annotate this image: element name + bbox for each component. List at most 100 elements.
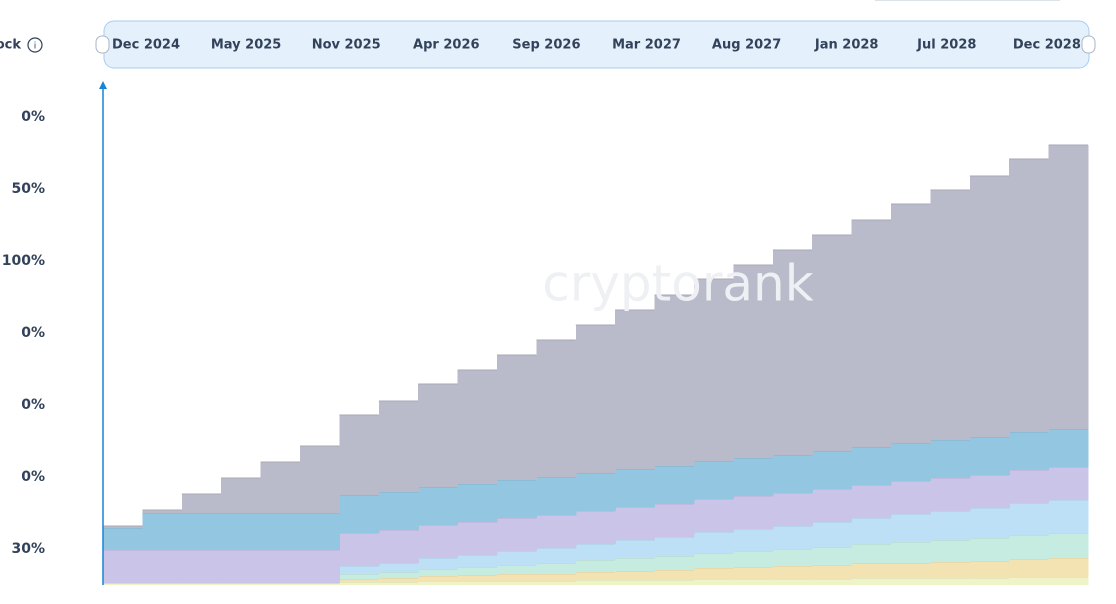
area-step — [457, 581, 498, 585]
area-step — [930, 540, 971, 562]
area-step — [181, 583, 222, 585]
area-step — [1048, 577, 1089, 585]
area-step — [378, 492, 419, 530]
area-step — [615, 540, 656, 558]
area-step — [969, 176, 1010, 437]
y-tick-label: 0% — [21, 469, 45, 485]
area-step — [457, 522, 498, 555]
area-step — [221, 550, 262, 583]
y-tick-label: 30% — [11, 541, 45, 557]
area-step — [142, 513, 183, 550]
area-step — [536, 548, 577, 563]
area-step — [536, 515, 577, 548]
area-step — [260, 550, 301, 583]
area-step — [851, 578, 892, 585]
area-step — [1048, 467, 1089, 500]
area-step — [260, 583, 301, 585]
area-step — [733, 567, 774, 579]
area-step — [851, 447, 892, 485]
area-step — [103, 526, 143, 528]
area-step — [812, 489, 853, 522]
area-step — [339, 495, 380, 533]
timeline-label: Dec 2028 — [1013, 38, 1081, 53]
area-step — [181, 550, 222, 583]
area-step — [615, 571, 656, 580]
area-step — [654, 466, 695, 504]
area-step — [221, 513, 262, 550]
area-step — [457, 484, 498, 522]
area-step — [694, 553, 734, 568]
timeline-labels: Dec 2024 May 2025 Nov 2025 Apr 2026 Sep 2026… — [112, 38, 1081, 53]
area-step — [772, 579, 813, 585]
area-step — [891, 204, 931, 443]
area-step — [497, 565, 537, 574]
area-step — [1048, 500, 1089, 533]
area-step — [260, 513, 301, 550]
area-step — [694, 579, 734, 585]
area-step — [694, 499, 734, 532]
slider-handle-left[interactable] — [95, 35, 110, 54]
area-step — [575, 560, 616, 572]
area-step — [536, 574, 577, 581]
area-step — [300, 583, 340, 585]
area-step — [378, 572, 419, 578]
area-step — [930, 578, 971, 585]
area-step — [891, 578, 931, 585]
y-tick-label: 100% — [2, 253, 45, 269]
area-step — [497, 480, 537, 518]
area-step — [733, 579, 774, 585]
info-icon[interactable] — [27, 37, 43, 53]
area-step — [1048, 533, 1089, 558]
area-step — [891, 514, 931, 542]
area-step — [339, 566, 380, 574]
area-step — [969, 578, 1010, 585]
area-step — [497, 518, 537, 551]
area-step — [654, 556, 695, 570]
area-step — [575, 572, 616, 580]
timeline-label: Aug 2027 — [712, 38, 781, 53]
area-step — [733, 496, 774, 529]
area-step — [733, 551, 774, 567]
area-step — [930, 190, 971, 440]
area-step — [615, 469, 656, 507]
area-step — [694, 568, 734, 579]
area-step — [1009, 577, 1050, 585]
y-tick-label: 0% — [21, 109, 45, 125]
area-step — [575, 544, 616, 560]
area-step — [812, 522, 853, 547]
area-step — [497, 355, 537, 480]
area-step — [536, 563, 577, 574]
area-step — [891, 542, 931, 563]
area-step — [733, 529, 774, 551]
area-step — [378, 401, 419, 492]
area-step — [654, 295, 695, 466]
area-step — [418, 581, 459, 585]
area-step — [930, 440, 971, 478]
area-step — [1048, 558, 1089, 577]
slider-handle-right[interactable] — [1081, 35, 1096, 54]
area-step — [851, 220, 892, 447]
area-step — [851, 518, 892, 544]
area-step — [418, 576, 459, 581]
y-tick-label: 0% — [21, 325, 45, 341]
area-step — [497, 574, 537, 581]
area-step — [1048, 145, 1089, 429]
area-step — [654, 580, 695, 585]
area-step — [142, 510, 183, 513]
area-step — [615, 580, 656, 585]
area-step — [575, 580, 616, 585]
area-step — [812, 565, 853, 579]
timeline-label: Dec 2024 — [112, 38, 180, 53]
area-step — [378, 582, 419, 585]
area-step — [969, 538, 1010, 561]
area-step — [812, 547, 853, 565]
area-step — [339, 415, 380, 495]
area-step — [536, 477, 577, 515]
area-step — [378, 530, 419, 563]
area-step — [733, 458, 774, 496]
area-step — [654, 570, 695, 580]
area-step — [851, 544, 892, 563]
area-step — [772, 493, 813, 526]
area-step — [812, 235, 853, 451]
area-step — [221, 583, 262, 585]
